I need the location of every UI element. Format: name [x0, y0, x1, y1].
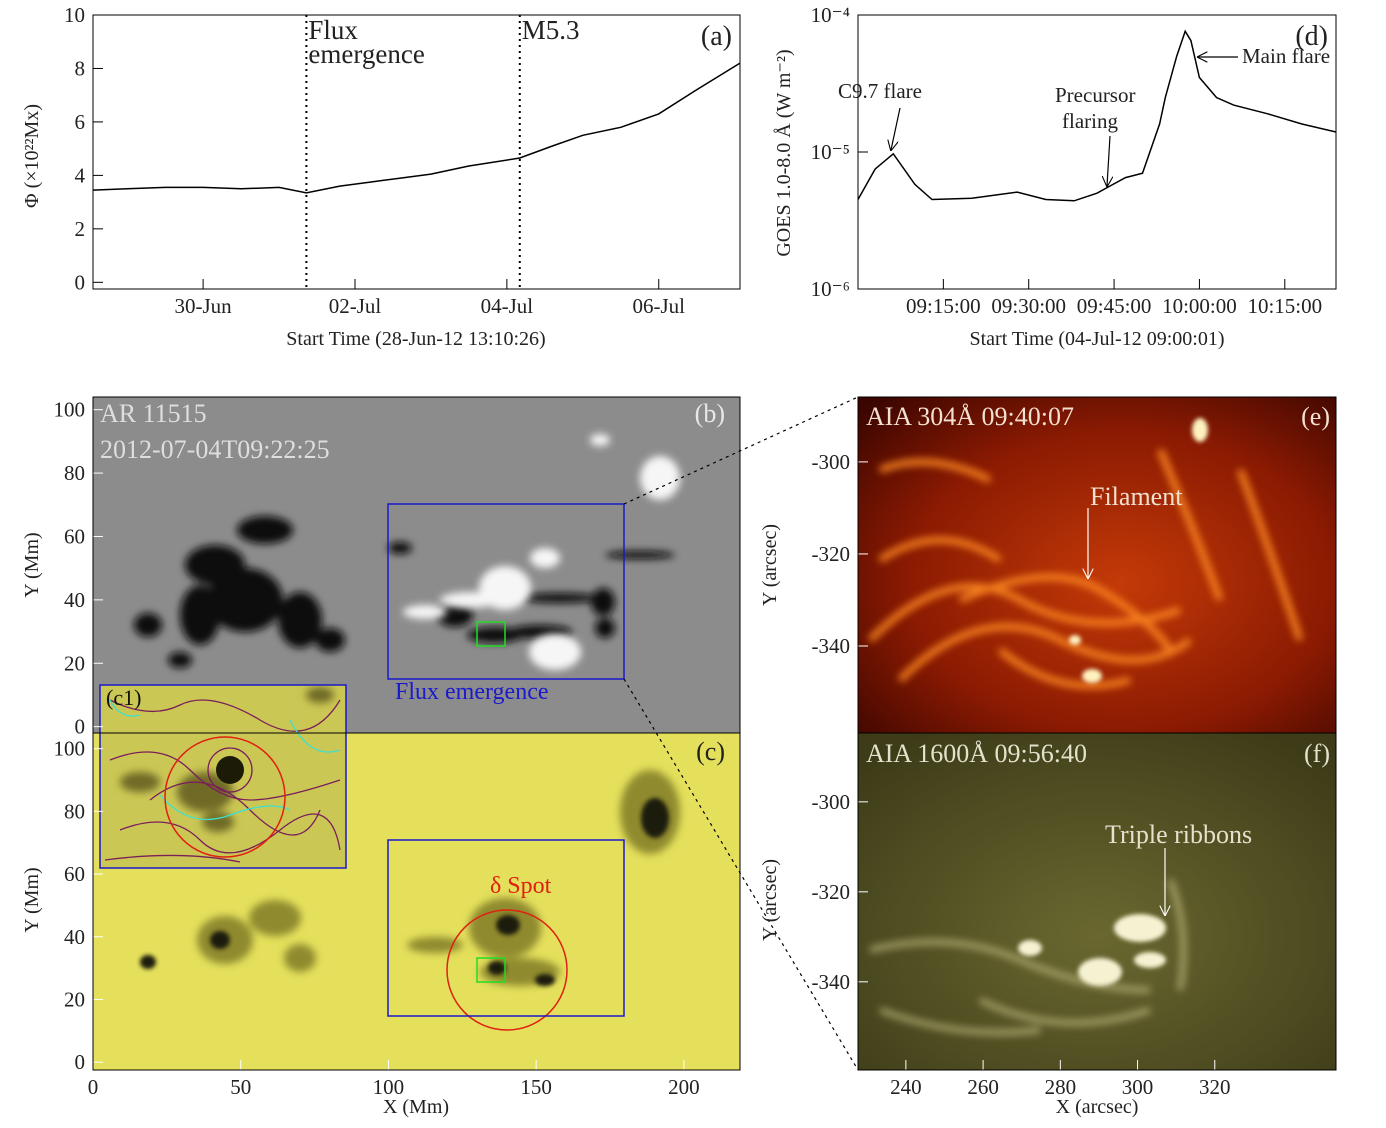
annotation: (e) [1301, 402, 1330, 431]
y-axis-label: Y (arcsec) [759, 524, 781, 606]
y-tick-label: 20 [64, 651, 85, 675]
annotation: 2012-07-04T09:22:25 [100, 435, 330, 464]
y-tick-label: 8 [75, 56, 86, 80]
x-tick-label: 320 [1199, 1075, 1231, 1099]
aia1600-image [858, 733, 1336, 1070]
y-tick-label: 2 [75, 217, 86, 241]
y-tick-label: 60 [64, 862, 85, 886]
annotation: Precursor [1055, 83, 1135, 107]
y-axis-label: Φ (×10²²Mx) [21, 104, 43, 208]
y-tick-label: 60 [64, 524, 85, 548]
plot-frame [857, 732, 1337, 1071]
y-tick-label: 80 [64, 461, 85, 485]
x-tick-label: 200 [668, 1075, 700, 1099]
x-tick-label: 09:15:00 [906, 294, 981, 318]
y-tick-label: -320 [812, 880, 851, 904]
y-tick-label: 6 [75, 110, 86, 134]
x-axis-label: X (Mm) [383, 1096, 449, 1118]
continuum-image [93, 733, 740, 1070]
y-tick-label: 10⁻⁴ [811, 3, 850, 27]
event-label: emergence [308, 39, 424, 69]
y-tick-label: 0 [75, 270, 86, 294]
y-axis-label: Y (Mm) [21, 532, 43, 597]
inset-frame [99, 684, 347, 869]
x-tick-label: 150 [520, 1075, 552, 1099]
y-tick-label: 20 [64, 987, 85, 1011]
x-tick-label: 50 [230, 1075, 251, 1099]
y-axis-label: GOES 1.0-8.0 Å (W m⁻²) [773, 49, 795, 256]
data-line [857, 29, 1337, 202]
panel-label: (a) [701, 21, 732, 52]
x-axis-label: Start Time (28-Jun-12 13:10:26) [286, 328, 545, 350]
x-tick-label: 240 [890, 1075, 922, 1099]
y-tick-label: 80 [64, 799, 85, 823]
annotation: C9.7 flare [838, 79, 922, 103]
y-tick-label: -320 [812, 542, 851, 566]
y-axis-label: Y (Mm) [21, 867, 43, 932]
event-label: M5.3 [522, 15, 580, 45]
annotation: (c) [696, 737, 725, 766]
annotation: Triple ribbons [1105, 820, 1252, 849]
annotation: flaring [1062, 109, 1118, 133]
y-tick-label: -340 [812, 634, 851, 658]
x-axis-label: X (arcsec) [1056, 1096, 1139, 1118]
annotation: AIA 304Å 09:40:07 [866, 402, 1074, 431]
y-tick-label: 0 [75, 715, 86, 739]
plot-frame [857, 14, 1337, 290]
event-label: Flux [308, 15, 358, 45]
arrows [891, 57, 1238, 186]
annotation: (f) [1304, 739, 1330, 768]
x-tick-label: 30-Jun [175, 294, 233, 318]
annotation: Flux emergence [395, 679, 549, 705]
y-tick-label: -300 [812, 450, 851, 474]
annotation: Filament [1090, 482, 1183, 511]
y-tick-label: 10⁻⁵ [811, 140, 850, 164]
y-tick-label: 10 [64, 3, 85, 27]
y-tick-label: 100 [54, 737, 86, 761]
annotation: δ Spot [490, 873, 552, 899]
y-tick-label: 40 [64, 925, 85, 949]
panel-label: (d) [1295, 21, 1328, 52]
x-tick-label: 0 [88, 1075, 99, 1099]
annotation: AR 11515 [100, 399, 207, 428]
x-axis-label: Start Time (04-Jul-12 09:00:01) [969, 328, 1224, 350]
y-tick-label: -300 [812, 790, 851, 814]
data-line [92, 62, 741, 194]
y-tick-label: 4 [75, 163, 86, 187]
plot-frame [92, 14, 741, 290]
x-tick-label: 02-Jul [329, 294, 382, 318]
annotation: Main flare [1242, 44, 1330, 68]
x-tick-label: 100 [373, 1075, 405, 1099]
y-tick-label: 40 [64, 588, 85, 612]
y-tick-label: 10⁻⁶ [811, 277, 850, 301]
x-tick-label: 280 [1045, 1075, 1077, 1099]
x-tick-label: 10:00:00 [1162, 294, 1237, 318]
x-tick-label: 300 [1122, 1075, 1154, 1099]
annotation: (c1) [106, 685, 141, 710]
y-axis-label: Y (arcsec) [759, 859, 781, 941]
x-tick-label: 09:45:00 [1077, 294, 1152, 318]
x-tick-label: 260 [967, 1075, 999, 1099]
x-tick-label: 09:30:00 [991, 294, 1066, 318]
annotation: (b) [695, 399, 725, 428]
x-tick-label: 10:15:00 [1247, 294, 1322, 318]
magnetogram-image [93, 397, 740, 733]
aia304-image [858, 397, 1336, 733]
annotation: AIA 1600Å 09:56:40 [866, 739, 1087, 768]
y-tick-label: -340 [812, 970, 851, 994]
x-tick-label: 04-Jul [481, 294, 534, 318]
inset-image [100, 685, 346, 868]
x-tick-label: 06-Jul [632, 294, 685, 318]
y-tick-label: 0 [75, 1050, 86, 1074]
plot-frame [92, 732, 741, 1071]
y-tick-label: 100 [54, 398, 86, 422]
zoom-connector [623, 396, 859, 1071]
